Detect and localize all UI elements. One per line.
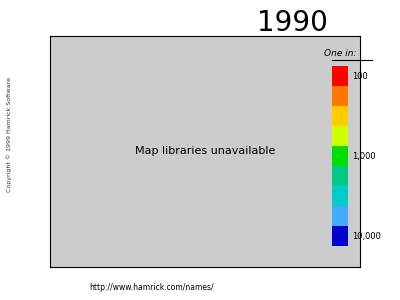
Bar [332, 166, 348, 186]
Text: Map libraries unavailable: Map libraries unavailable [135, 146, 275, 157]
Text: 10,000: 10,000 [352, 232, 381, 241]
Bar [332, 126, 348, 146]
Text: http://www.hamrick.com/names/: http://www.hamrick.com/names/ [90, 284, 214, 292]
Bar [332, 226, 348, 246]
Text: 100: 100 [352, 71, 368, 80]
Bar [332, 206, 348, 226]
Bar [332, 106, 348, 126]
Bar [332, 66, 348, 86]
Text: Copyright © 1999 Hamrick Software: Copyright © 1999 Hamrick Software [6, 77, 12, 193]
Bar [332, 86, 348, 106]
Text: 1,000: 1,000 [352, 152, 376, 160]
Text: One in:: One in: [324, 50, 356, 58]
Bar [332, 146, 348, 166]
Text: 1990: 1990 [256, 9, 328, 37]
Bar [332, 186, 348, 206]
